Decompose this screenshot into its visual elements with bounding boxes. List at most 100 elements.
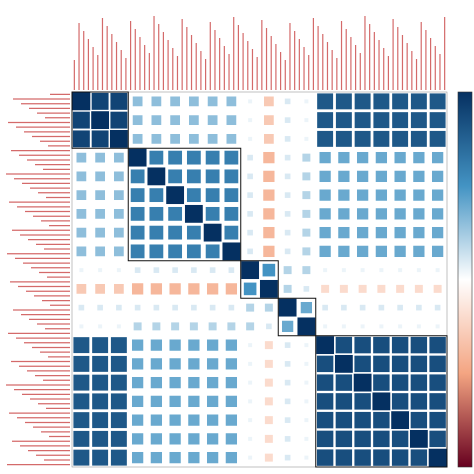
cell (150, 395, 163, 408)
cell (335, 374, 353, 391)
cell (373, 355, 390, 373)
cell (247, 229, 253, 236)
cell (224, 150, 239, 165)
cell (110, 393, 127, 410)
cell (97, 304, 103, 311)
cell (172, 267, 178, 273)
cell (319, 170, 331, 183)
cell (169, 395, 181, 408)
cell (116, 324, 121, 329)
cell (169, 433, 181, 445)
cell (394, 170, 406, 183)
cell (91, 111, 110, 130)
cell (431, 151, 444, 164)
cell (132, 96, 143, 107)
cell (149, 225, 164, 240)
cell (264, 434, 273, 443)
cell (392, 112, 409, 129)
cell (354, 130, 371, 147)
cell (283, 284, 292, 293)
cell (410, 336, 428, 354)
cell (248, 343, 253, 348)
cell (281, 320, 294, 333)
cell (304, 343, 309, 348)
cell (246, 322, 255, 331)
cell (284, 398, 291, 405)
cell (168, 150, 183, 165)
cell (284, 136, 291, 142)
cell (356, 226, 369, 239)
cell (338, 208, 350, 220)
cell (224, 225, 239, 240)
cell (316, 430, 334, 448)
cell (398, 324, 403, 329)
cell (302, 247, 311, 256)
cell (132, 115, 143, 126)
cell (109, 129, 128, 148)
cell (263, 226, 275, 239)
cell (354, 393, 371, 410)
cell (169, 376, 181, 389)
cell (429, 355, 446, 373)
cell (317, 130, 334, 147)
cell (225, 433, 238, 445)
cell (169, 283, 181, 295)
cell (297, 317, 316, 336)
cell (248, 136, 253, 141)
cell (354, 93, 371, 110)
cell (413, 189, 425, 201)
cell (95, 152, 106, 163)
cell (131, 451, 144, 464)
cell (228, 267, 235, 273)
cell (429, 430, 446, 448)
cell (335, 411, 353, 429)
cell (373, 112, 390, 129)
cell (225, 395, 238, 408)
cell (317, 112, 334, 129)
cell (153, 267, 160, 273)
cell (153, 304, 160, 311)
cell (302, 228, 311, 237)
cell (247, 154, 253, 161)
cell (79, 268, 84, 273)
cell (151, 96, 162, 107)
cell (284, 417, 291, 423)
cell (263, 115, 274, 126)
cell (410, 112, 427, 129)
cell (73, 412, 90, 429)
cell (413, 151, 425, 164)
cell (335, 393, 353, 410)
cell (394, 208, 406, 220)
cell (92, 430, 109, 447)
cell (170, 133, 181, 144)
cell (186, 188, 201, 203)
cell (316, 449, 334, 466)
cell (394, 151, 406, 164)
cell (338, 226, 350, 239)
cell (130, 225, 145, 240)
cell (416, 268, 421, 273)
cell (410, 411, 428, 429)
cell (225, 283, 238, 295)
cell (243, 282, 257, 296)
cell (113, 171, 124, 182)
cell (304, 99, 309, 104)
cell (95, 246, 106, 257)
cell (246, 303, 255, 312)
cell (206, 283, 219, 295)
cell (377, 284, 386, 293)
cell (149, 206, 164, 221)
cell (356, 170, 369, 183)
cell (319, 208, 331, 220)
cell (207, 96, 218, 107)
cell (151, 115, 162, 126)
cell (410, 130, 427, 147)
cell (188, 433, 200, 445)
cell (409, 429, 428, 448)
cell (184, 204, 203, 223)
cell (166, 186, 185, 205)
cell (247, 192, 253, 198)
cell (354, 336, 371, 354)
cell (373, 430, 390, 448)
